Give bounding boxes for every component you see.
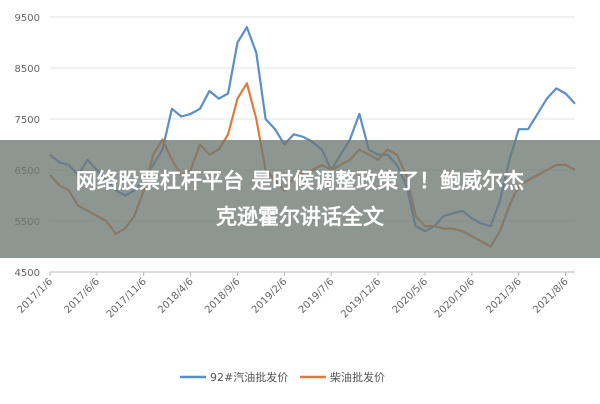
y-tick-label: 4500: [15, 268, 40, 279]
legend: 92#汽油批发价 柴油批发价: [180, 370, 385, 384]
x-tick-label: 2017/6/6: [62, 276, 102, 316]
x-tick-label: 2017/1/6: [16, 276, 56, 316]
banner-background: [0, 140, 600, 258]
x-tick-label: 2018/9/6: [203, 276, 243, 316]
y-tick-label: 8500: [15, 64, 40, 75]
x-tick-label: 2017/11/6: [105, 276, 149, 320]
x-tick-label: 2020/10/6: [433, 276, 477, 320]
y-tick-label: 7500: [15, 115, 40, 126]
x-tick-label: 2019/12/6: [339, 276, 383, 320]
x-tick-label: 2018/4/6: [156, 276, 196, 316]
legend-label: 柴油批发价: [330, 370, 385, 384]
banner-line: 克逊霍尔讲话全文: [216, 205, 385, 229]
y-tick-label: 9500: [15, 13, 40, 24]
x-tick-label: 2019/2/6: [250, 276, 290, 316]
legend-label: 92#汽油批发价: [210, 370, 288, 384]
x-tick-label: 2020/5/6: [391, 276, 431, 316]
x-tick-label: 2021/3/6: [484, 276, 524, 316]
banner-line: 网络股票杠杆平台 是时候调整政策了！鲍威尔杰: [76, 169, 524, 193]
banner: 网络股票杠杆平台 是时候调整政策了！鲍威尔杰 克逊霍尔讲话全文: [76, 169, 524, 229]
x-tick-label: 2019/7/6: [297, 276, 337, 316]
x-tick-label: 2021/8/6: [531, 276, 571, 316]
